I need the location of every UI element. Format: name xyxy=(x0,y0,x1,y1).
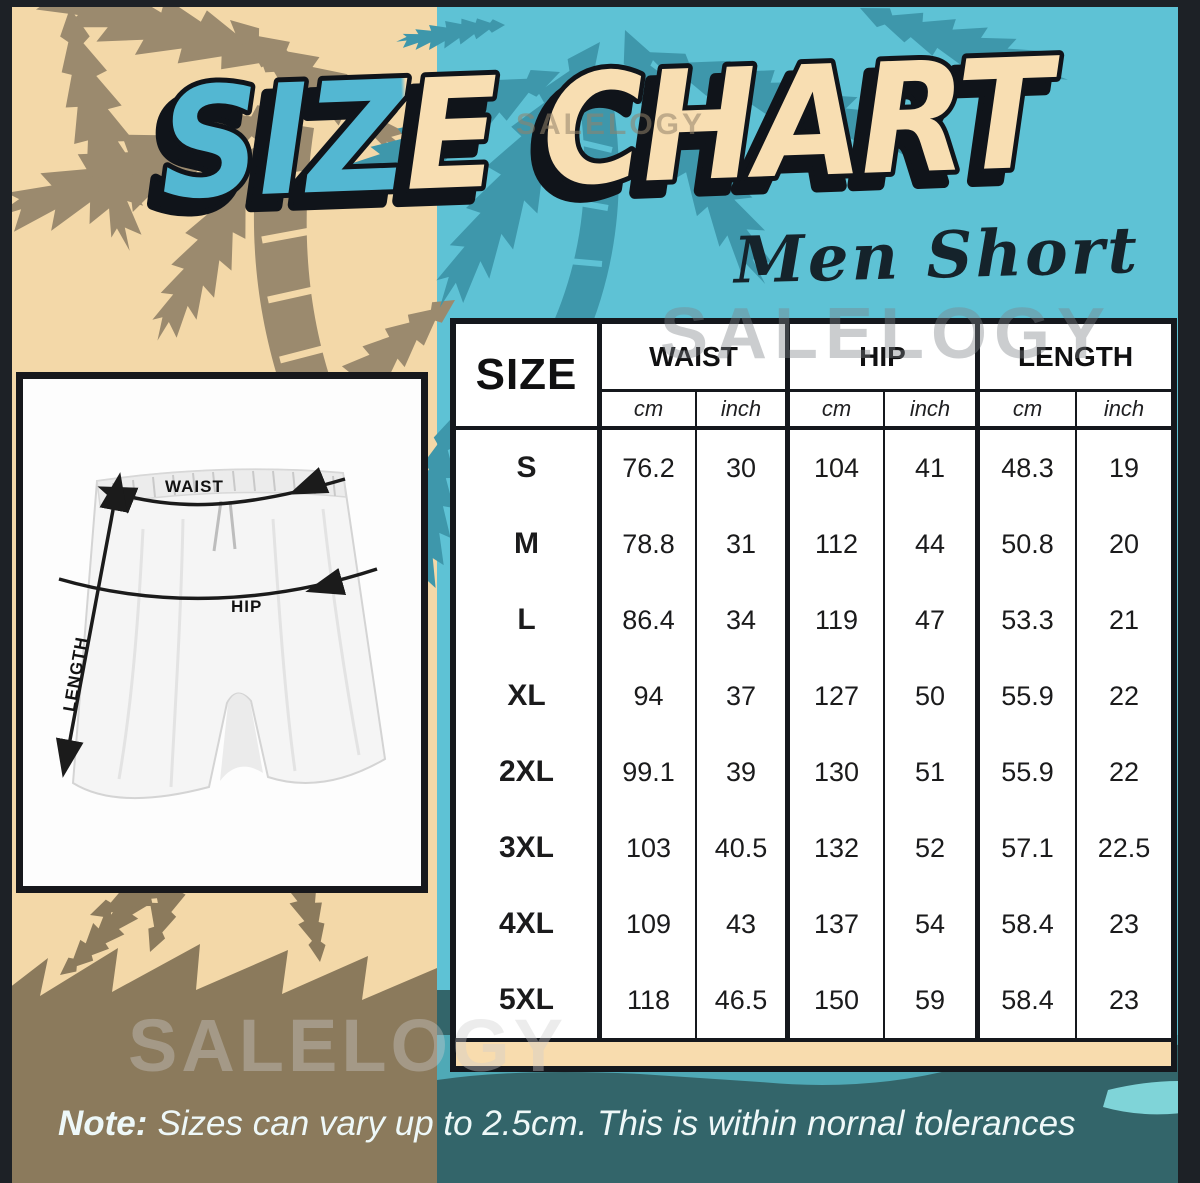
table-footer-strip xyxy=(456,1038,1171,1066)
palm-trunk-right xyxy=(550,80,619,344)
waist-cm-header: cm xyxy=(602,392,697,426)
size-row-label: M xyxy=(456,506,602,582)
subtitle: Men Short xyxy=(732,213,1141,299)
frame-edge-top xyxy=(0,0,1200,7)
size-row-label: 4XL xyxy=(456,886,602,962)
measure-value-cell: 30 xyxy=(697,430,790,506)
note-label: Note: xyxy=(58,1104,148,1143)
shorts-measure-panel: WAIST HIP LENGTH xyxy=(16,372,428,893)
length-cm-header: cm xyxy=(980,392,1077,426)
size-table: SIZE WAIST HIP LENGTH cm inch cm inch cm… xyxy=(450,318,1177,1072)
brown-ground-bottom-left xyxy=(0,783,437,1183)
frame-edge-left xyxy=(0,0,12,1183)
size-row-label: XL xyxy=(456,658,602,734)
measure-value-cell: 127 xyxy=(790,658,885,734)
page-title: SIZE CHART SIZE CHART xyxy=(140,20,1070,238)
hip-cm-header: cm xyxy=(790,392,885,426)
frame-edge-right xyxy=(1178,0,1200,1183)
measure-value-cell: 104 xyxy=(790,430,885,506)
measure-value-cell: 54 xyxy=(885,886,980,962)
measure-value-cell: 23 xyxy=(1108,984,1140,1015)
measure-value-cell: 39 xyxy=(697,734,790,810)
measure-value-cell: 34 xyxy=(697,582,790,658)
measure-value-cell: 46.5 xyxy=(697,962,790,1038)
measure-value-cell: 58.4 xyxy=(980,886,1077,962)
waist-inch-header: inch xyxy=(697,392,790,426)
measure-value-cell: 50.8 xyxy=(980,506,1077,582)
shorts-illustration xyxy=(71,468,387,799)
measure-value-cell: 50 xyxy=(885,658,980,734)
measure-value-cell: 137 xyxy=(790,886,885,962)
measure-value-cell: 76.2 xyxy=(602,430,697,506)
measure-value-cell: 59 xyxy=(885,962,980,1038)
measure-value-cell: 132 xyxy=(790,810,885,886)
title-text: SIZE CHART xyxy=(157,25,1065,233)
measure-value-cell: 43 xyxy=(697,886,790,962)
measure-value-cell: 150 xyxy=(790,962,885,1038)
size-row-label: L xyxy=(456,582,602,658)
measure-value-cell: 118 xyxy=(602,962,697,1038)
measure-value-cell: 86.4 xyxy=(602,582,697,658)
title-shadow-text: SIZE CHART xyxy=(146,37,1054,238)
measure-value-cell: 57.1 xyxy=(980,810,1077,886)
measure-value-cell: 51 xyxy=(885,734,980,810)
measure-value-cell: 112 xyxy=(790,506,885,582)
table-body: S 76.2 30 104 41 48.3 19 M 78.8 31 112 44 50.8 20 L 86.… xyxy=(456,430,1171,1038)
measure-value-cell: 53.3 xyxy=(980,582,1077,658)
measure-value-cell: 119 xyxy=(790,582,885,658)
measure-value-cell: 103 xyxy=(602,810,697,886)
measure-value-cell: 55.9 xyxy=(980,658,1077,734)
measure-value-cell: 94 xyxy=(602,658,697,734)
measure-value-cell: 21 xyxy=(1108,604,1140,635)
measure-value-cell: 22 xyxy=(1108,756,1140,787)
length-group-header: LENGTH xyxy=(980,324,1171,392)
measure-value-cell: 19 xyxy=(1108,452,1140,483)
size-row-label: 5XL xyxy=(456,962,602,1038)
measure-value-cell: 48.3 xyxy=(980,430,1077,506)
shorts-diagram: WAIST HIP LENGTH xyxy=(55,467,387,799)
hip-label: HIP xyxy=(231,597,262,616)
measure-value-cell: 23 xyxy=(1108,908,1140,939)
measure-value-cell: 99.1 xyxy=(602,734,697,810)
size-row-label: 2XL xyxy=(456,734,602,810)
hip-group-header: HIP xyxy=(790,324,980,392)
note-body: Sizes can vary up to 2.5cm. This is with… xyxy=(157,1104,1076,1143)
measure-value-cell: 22.5 xyxy=(1097,832,1151,863)
measure-value-cell: 78.8 xyxy=(602,506,697,582)
measure-value-cell: 31 xyxy=(697,506,790,582)
note-text: Note: Sizes can vary up to 2.5cm. This is… xyxy=(58,1104,1168,1144)
measure-value-cell: 20 xyxy=(1108,528,1140,559)
size-row-label: 3XL xyxy=(456,810,602,886)
waist-label: WAIST xyxy=(165,477,224,496)
measure-value-cell: 109 xyxy=(602,886,697,962)
length-arrow xyxy=(55,472,128,778)
measure-value-cell: 41 xyxy=(885,430,980,506)
measure-value-cell: 40.5 xyxy=(697,810,790,886)
measure-value-cell: 130 xyxy=(790,734,885,810)
waist-group-header: WAIST xyxy=(602,324,790,392)
hip-inch-header: inch xyxy=(885,392,980,426)
size-table-header: SIZE WAIST HIP LENGTH cm inch cm inch cm… xyxy=(456,324,1171,430)
size-row-label: S xyxy=(456,430,602,506)
measure-value-cell: 22 xyxy=(1108,680,1140,711)
hip-arrow xyxy=(58,567,378,601)
measure-value-cell: 58.4 xyxy=(980,962,1077,1038)
size-column-header: SIZE xyxy=(456,324,602,426)
measure-value-cell: 55.9 xyxy=(980,734,1077,810)
measure-value-cell: 44 xyxy=(885,506,980,582)
measure-value-cell: 47 xyxy=(885,582,980,658)
measure-value-cell: 52 xyxy=(885,810,980,886)
length-inch-header: inch xyxy=(1103,396,1145,421)
measure-value-cell: 37 xyxy=(697,658,790,734)
palm-trunk-left xyxy=(253,120,344,430)
